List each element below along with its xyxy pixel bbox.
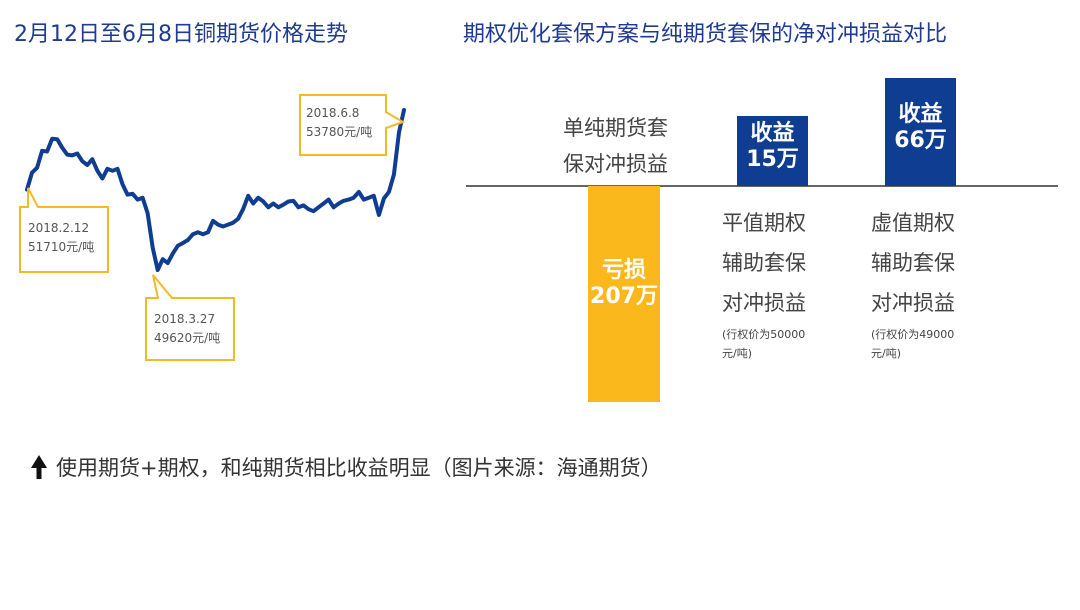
price-series-line (25, 108, 406, 272)
atm-gain-bar: 收益 15万 (737, 116, 808, 186)
otm-gain-bar-label: 收益 66万 (885, 102, 956, 154)
copper-futures-line-chart: 2018.2.12 51710元/吨 2018.3.27 49620元/吨 20… (19, 94, 406, 361)
atm-hedge-label-line3: 对冲损益 (722, 291, 806, 315)
callout-start-date: 2018.2.12 (28, 221, 89, 235)
callout-start-box (19, 187, 109, 273)
atm-gain-bar-label: 收益 15万 (737, 121, 808, 173)
callout-start: 2018.2.12 51710元/吨 (19, 187, 109, 273)
atm-strike-note-line2: 元/吨) (722, 347, 752, 360)
left-chart-title: 2月12日至6月8日铜期货价格走势 (14, 22, 348, 47)
callout-low: 2018.3.27 49620元/吨 (145, 274, 235, 361)
futures-hedge-label-line1: 单纯期货套 (563, 116, 668, 140)
otm-gain-bar: 收益 66万 (885, 78, 956, 186)
callout-end-value: 53780元/吨 (306, 125, 372, 139)
callout-low-value: 49620元/吨 (154, 331, 220, 345)
futures-hedge-label: 单纯期货套 保对冲损益 (563, 110, 668, 182)
right-chart-title: 期权优化套保方案与纯期货套保的净对冲损益对比 (463, 22, 948, 47)
otm-hedge-label: 虚值期权 辅助套保 对冲损益 (行权价为49000 元/吨) (871, 203, 955, 363)
otm-strike-note-line1: (行权价为49000 (871, 328, 955, 341)
atm-hedge-label-line1: 平值期权 (722, 211, 806, 235)
futures-loss-bar-label-line2: 207万 (590, 284, 658, 309)
otm-hedge-label-line2: 辅助套保 (871, 251, 955, 275)
atm-gain-bar-label-line2: 15万 (746, 147, 799, 172)
futures-loss-bar-label-line1: 亏损 (601, 258, 646, 283)
atm-hedge-label: 平值期权 辅助套保 对冲损益 (行权价为50000 元/吨) (722, 203, 806, 363)
callout-end-box (299, 94, 406, 156)
callout-low-box (145, 274, 235, 361)
otm-strike-note-line2: 元/吨) (871, 347, 901, 360)
callout-end: 2018.6.8 53780元/吨 (299, 94, 406, 156)
futures-loss-bar-label: 亏损 207万 (588, 258, 660, 310)
otm-gain-bar-label-line1: 收益 (898, 102, 943, 127)
otm-hedge-label-line1: 虚值期权 (871, 211, 955, 235)
caption-text: 使用期货+期权，和纯期货相比收益明显（图片来源：海通期货） (56, 456, 662, 480)
futures-hedge-label-line2: 保对冲损益 (563, 152, 668, 176)
atm-strike-note-line1: (行权价为50000 (722, 328, 806, 341)
futures-loss-bar: 亏损 207万 (588, 186, 660, 402)
up-arrow-icon (31, 455, 47, 479)
atm-hedge-label-line2: 辅助套保 (722, 251, 806, 275)
callout-low-date: 2018.3.27 (154, 312, 215, 326)
atm-gain-bar-label-line1: 收益 (750, 121, 795, 146)
callout-end-date: 2018.6.8 (306, 106, 359, 120)
caption: 使用期货+期权，和纯期货相比收益明显（图片来源：海通期货） (30, 452, 662, 482)
callout-start-value: 51710元/吨 (28, 240, 94, 254)
otm-hedge-label-line3: 对冲损益 (871, 291, 955, 315)
zero-baseline (466, 185, 1058, 187)
otm-gain-bar-label-line2: 66万 (894, 128, 947, 153)
